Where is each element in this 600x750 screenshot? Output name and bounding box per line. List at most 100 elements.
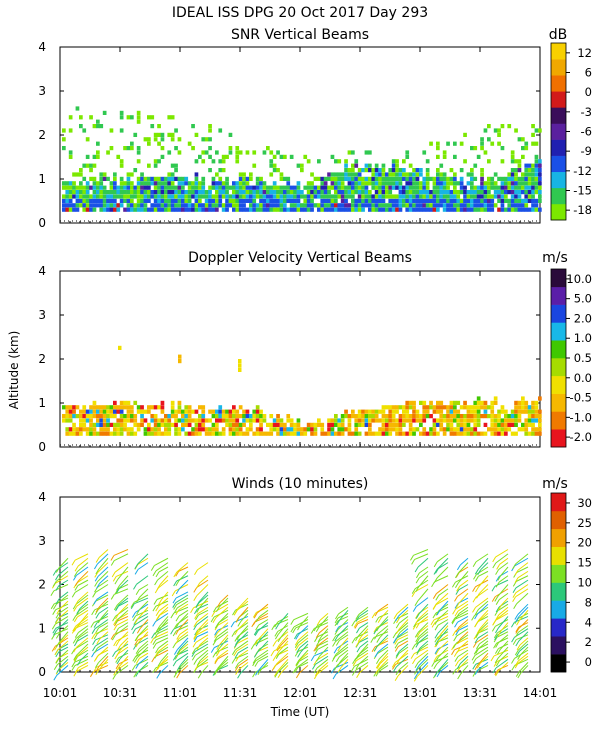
wind-barb-flag <box>155 666 159 672</box>
doppler-cell <box>531 427 535 432</box>
doppler-cell <box>432 427 437 432</box>
snr-cell <box>385 176 389 181</box>
snr-cell <box>89 185 93 190</box>
snr-cell <box>330 198 335 203</box>
snr-cell <box>459 141 464 146</box>
doppler-cell <box>204 431 209 436</box>
wind-barb-flag <box>210 616 215 623</box>
snr-cell <box>150 207 155 212</box>
snr-cell <box>116 154 121 159</box>
winds-colorbar-label: 10 <box>577 576 592 590</box>
wind-barb <box>413 646 429 655</box>
snr-cell <box>493 172 498 177</box>
wind-barb-flag <box>434 624 439 631</box>
wind-barb-flag <box>156 673 161 679</box>
wind-barb-flag <box>71 648 76 655</box>
snr-cell <box>303 207 308 212</box>
wind-barb-flag <box>495 606 500 613</box>
snr-cell <box>405 207 410 212</box>
doppler-cell <box>225 409 229 414</box>
snr-cell <box>187 198 192 203</box>
wind-barb-flag <box>112 674 117 680</box>
wind-barb <box>340 637 349 647</box>
doppler-cell <box>493 396 498 401</box>
snr-cell <box>357 194 362 199</box>
snr-cell <box>113 190 117 195</box>
wind-barb-flag <box>493 661 498 667</box>
wind-barb-flag <box>514 614 519 620</box>
snr-cell <box>453 181 457 186</box>
wind-barb <box>113 549 129 556</box>
wind-barb <box>199 575 209 584</box>
snr-cell <box>157 159 161 164</box>
wind-barb-flag <box>495 642 500 648</box>
snr-cell <box>167 150 172 155</box>
doppler-cell <box>109 431 114 436</box>
wind-barb-flag <box>50 603 55 610</box>
wind-barb <box>316 658 329 669</box>
snr-cell <box>507 203 512 208</box>
wind-barb-flag <box>55 651 60 658</box>
snr-cell <box>136 181 141 186</box>
snr-cell <box>531 190 535 195</box>
snr-cell <box>514 128 518 133</box>
doppler-cell <box>364 418 369 423</box>
snr-cell <box>395 194 399 199</box>
wind-barb-flag <box>335 656 340 663</box>
winds-y-tick-label: 2 <box>38 578 46 592</box>
figure-title: IDEAL ISS DPG 20 Oct 2017 Day 293 <box>172 5 428 21</box>
wind-barb-flag <box>332 641 336 647</box>
snr-cell <box>235 194 240 199</box>
snr-cell <box>446 203 450 208</box>
winds-y-tick-label: 3 <box>38 534 46 548</box>
snr-cell <box>140 176 144 181</box>
doppler-cell <box>102 414 107 419</box>
wind-barb <box>98 622 109 629</box>
snr-cell <box>317 194 321 199</box>
snr-cell <box>113 203 117 208</box>
snr-cell <box>446 194 450 199</box>
wind-barb-flag <box>373 628 378 635</box>
snr-cell <box>361 185 365 190</box>
doppler-cell <box>164 422 168 427</box>
snr-cell <box>354 159 359 164</box>
snr-cell <box>408 190 413 195</box>
snr-cell <box>487 194 491 199</box>
wind-barb <box>157 579 169 589</box>
snr-cell <box>133 207 138 212</box>
wind-barb-flag <box>154 651 159 657</box>
snr-cell <box>194 181 199 186</box>
snr-cell <box>310 198 314 203</box>
snr-cell <box>514 181 518 186</box>
snr-cell <box>517 137 522 142</box>
doppler-cell <box>221 427 226 432</box>
wind-barb <box>337 619 349 631</box>
doppler-cell <box>463 418 467 423</box>
snr-cell <box>534 203 539 208</box>
snr-cell <box>184 198 189 203</box>
snr-cell <box>75 185 80 190</box>
snr-cell <box>96 203 100 208</box>
snr-cell <box>442 207 447 212</box>
wind-barb <box>359 640 369 648</box>
wind-barb-flag <box>173 624 178 630</box>
doppler-cell <box>357 409 362 414</box>
snr-cell <box>296 190 301 195</box>
doppler-cell <box>296 427 301 432</box>
wind-barb <box>218 637 229 650</box>
snr-cell <box>259 194 263 199</box>
snr-cell <box>293 207 297 212</box>
doppler-cell <box>249 418 253 423</box>
wind-barb <box>55 575 69 584</box>
wind-barb-flag <box>355 641 360 648</box>
wind-barb <box>358 606 369 615</box>
snr-cell <box>266 207 270 212</box>
wind-barb-flag <box>315 632 320 639</box>
doppler-cell <box>453 414 457 419</box>
snr-cell <box>235 207 240 212</box>
wind-barb-flag <box>97 617 102 624</box>
wind-barb <box>358 609 369 617</box>
snr-cell <box>487 159 491 164</box>
snr-cell <box>442 172 447 177</box>
snr-cell <box>425 181 430 186</box>
